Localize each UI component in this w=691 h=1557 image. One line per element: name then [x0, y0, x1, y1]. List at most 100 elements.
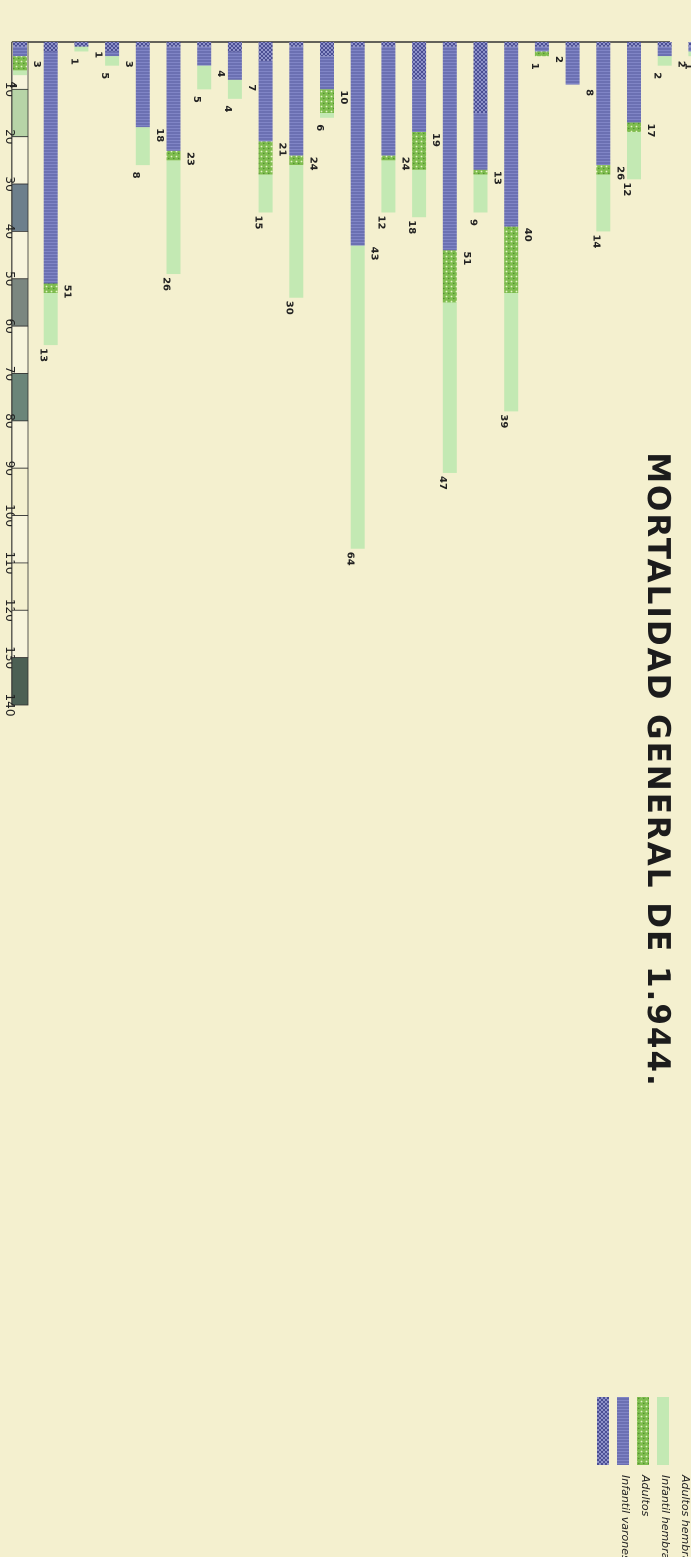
data-label: 26	[614, 166, 625, 180]
data-label: 7	[246, 84, 257, 91]
data-label: 17	[645, 124, 656, 138]
bar-segment	[596, 174, 611, 232]
bar-segment	[350, 245, 365, 549]
bar-segment	[289, 155, 304, 166]
bar-group	[135, 42, 150, 166]
data-label: 1	[68, 58, 79, 65]
bar-segment	[289, 42, 304, 47]
bar-segment	[688, 51, 691, 57]
bar-segment	[504, 46, 519, 227]
data-label: 23	[185, 152, 196, 166]
bar-group	[13, 42, 27, 76]
bar-group	[320, 42, 334, 118]
data-label: 43	[369, 247, 380, 261]
bar-segment	[504, 292, 519, 412]
bar-group	[534, 42, 549, 57]
bar-segment	[43, 283, 58, 293]
data-label: 21	[277, 142, 288, 156]
data-label: 12	[621, 182, 632, 196]
bar-segment	[13, 70, 27, 76]
bar-segment	[105, 56, 120, 66]
data-label: 1	[529, 63, 540, 70]
bar-segment	[320, 56, 334, 90]
bar-segment	[74, 46, 89, 52]
bar-segment	[627, 46, 641, 123]
bar-segment	[473, 169, 488, 175]
bar-segment	[627, 42, 641, 47]
bar-segment	[258, 42, 273, 61]
bar-segment	[350, 42, 365, 47]
data-label: 39	[498, 414, 509, 428]
data-label: 18	[406, 220, 417, 234]
data-label: 13	[38, 348, 49, 362]
bar-segment	[43, 42, 58, 52]
bar-segment	[473, 113, 488, 170]
data-label: 10	[338, 90, 349, 104]
bar-segment	[442, 250, 457, 303]
data-label: 9	[468, 219, 479, 226]
bar-segment	[596, 42, 611, 47]
legend-swatch	[637, 1397, 649, 1465]
data-label: 14	[590, 234, 601, 248]
bar-segment	[627, 131, 641, 180]
bar-segment	[473, 42, 488, 114]
bar-group	[596, 42, 611, 232]
bar-group	[289, 42, 304, 298]
bar-group	[412, 42, 427, 218]
data-label: 3	[31, 61, 42, 68]
bar-segment	[565, 46, 580, 85]
data-label: 13	[492, 171, 503, 185]
bar-segment	[13, 46, 27, 57]
data-label: 4	[222, 105, 233, 112]
bar-segment	[565, 42, 580, 47]
bar-group	[504, 42, 519, 412]
data-label: 8	[584, 89, 595, 96]
bar-segment	[289, 46, 304, 156]
bar-segment	[320, 89, 334, 114]
bar-segment	[135, 46, 150, 128]
data-label: 51	[461, 251, 472, 265]
legend: Infantil varones Adultos Infantil hembras A…	[597, 1397, 691, 1557]
bar-segment	[657, 42, 672, 47]
bar-segment	[412, 79, 427, 132]
bar-segment	[688, 42, 691, 47]
bar-group	[227, 42, 242, 99]
data-label: 64	[345, 552, 356, 566]
bar-group	[442, 42, 457, 473]
data-label: 1	[682, 63, 691, 70]
bar-group	[381, 42, 396, 213]
bar-segment	[105, 42, 120, 52]
bar-segment	[596, 165, 611, 175]
bar-segment	[197, 46, 212, 66]
data-label: 47	[437, 476, 448, 490]
bar-segment	[166, 150, 181, 161]
bar-group	[473, 42, 488, 213]
legend-label: Adultos	[639, 1474, 652, 1517]
bar-segment	[657, 56, 672, 66]
bar-segment	[135, 127, 150, 166]
bar-segment	[13, 56, 27, 71]
data-label: 2	[676, 61, 687, 68]
data-label: 19	[430, 133, 441, 147]
bar-group	[197, 42, 212, 90]
bar-segment	[43, 292, 58, 346]
bar-group	[688, 42, 691, 57]
bar-group	[350, 42, 365, 549]
axis-band-segment	[11, 657, 29, 706]
data-label: 18	[154, 128, 165, 142]
legend-label: Adultos hembras.	[679, 1474, 691, 1557]
bar-segment	[534, 42, 549, 47]
bar-segment	[13, 42, 27, 47]
chart-title: MORTALIDAD GENERAL DE 1.944.	[640, 452, 676, 1088]
bar-segment	[473, 174, 488, 213]
bar-segment	[258, 60, 273, 142]
legend-label: Infantil varones	[619, 1475, 632, 1557]
bar-group	[105, 42, 120, 66]
bar-segment	[381, 42, 396, 47]
bar-segment	[534, 46, 549, 52]
data-label: 5	[191, 96, 202, 103]
data-label: 12	[375, 216, 386, 230]
data-label: 24	[399, 157, 410, 171]
